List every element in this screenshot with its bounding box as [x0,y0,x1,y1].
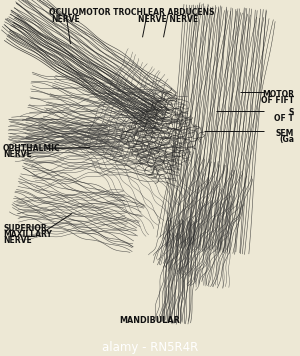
Text: (Ga: (Ga [279,135,294,144]
Text: SEM: SEM [276,130,294,138]
Text: NERVE: NERVE [52,15,80,23]
Text: MOTOR: MOTOR [262,90,294,99]
Text: SUPERIOR: SUPERIOR [3,224,47,233]
Text: alamy - RN5R4R: alamy - RN5R4R [102,341,198,354]
Text: NERVE NERVE: NERVE NERVE [138,15,198,23]
Text: NERVE: NERVE [3,236,32,245]
Text: OPHTHALMIC: OPHTHALMIC [3,144,61,153]
Text: MANDIBULAR: MANDIBULAR [120,316,180,325]
Text: OCULOMOTOR TROCHLEAR ABDUCENS: OCULOMOTOR TROCHLEAR ABDUCENS [49,9,215,17]
Text: MAXILLARY: MAXILLARY [3,230,52,239]
Text: OF FIFT: OF FIFT [261,95,294,105]
Text: OF T: OF T [274,114,294,123]
Text: NERVE: NERVE [3,150,32,159]
Text: S: S [289,109,294,117]
